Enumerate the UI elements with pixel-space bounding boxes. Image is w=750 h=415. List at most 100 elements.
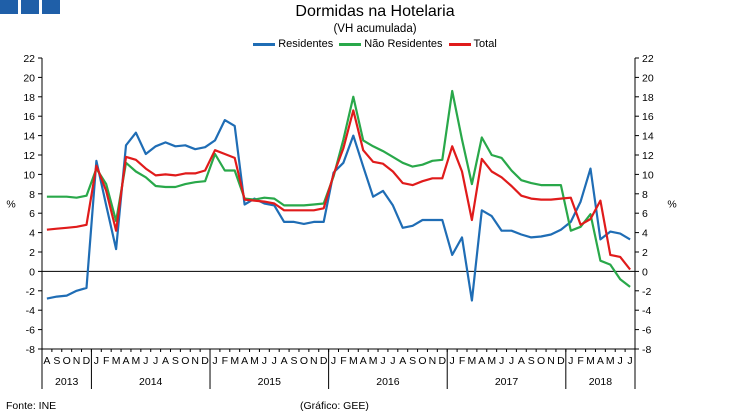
x-month-label: M: [112, 355, 121, 367]
x-month-label: F: [222, 355, 228, 367]
x-month-label: N: [310, 355, 318, 367]
x-month-label: N: [73, 355, 81, 367]
x-month-label: F: [340, 355, 346, 367]
x-year-label: 2016: [376, 376, 400, 388]
x-month-label: J: [272, 355, 277, 367]
x-month-label: S: [53, 355, 60, 367]
x-month-label: D: [83, 355, 91, 367]
y-tick-label-right: 18: [642, 92, 654, 104]
x-month-label: J: [618, 355, 623, 367]
x-year-label: 2018: [589, 376, 613, 388]
y-tick-label-left: 10: [23, 169, 35, 181]
y-tick-label-left: -6: [26, 325, 35, 337]
x-month-label: F: [103, 355, 109, 367]
y-tick-label-left: 22: [23, 53, 35, 65]
x-month-label: J: [499, 355, 504, 367]
x-month-label: S: [172, 355, 179, 367]
x-month-label: S: [409, 355, 416, 367]
y-tick-label-left: -4: [26, 305, 35, 317]
y-axis-label-right: %: [667, 199, 676, 211]
chart-title: Dormidas na Hotelaria: [295, 3, 455, 20]
x-month-label: A: [360, 355, 367, 367]
y-tick-label-right: 6: [642, 208, 648, 220]
y-tick-label-right: -8: [642, 344, 651, 356]
x-month-label: O: [418, 355, 426, 367]
x-month-label: A: [241, 355, 248, 367]
y-tick-label-right: -2: [642, 286, 651, 298]
y-tick-label-right: -6: [642, 325, 651, 337]
x-month-label: J: [509, 355, 514, 367]
x-month-label: M: [349, 355, 358, 367]
x-month-label: D: [557, 355, 565, 367]
y-tick-label-right: -4: [642, 305, 651, 317]
y-tick-label-left: 6: [29, 208, 35, 220]
x-month-label: M: [250, 355, 259, 367]
chart-subtitle: (VH acumulada): [333, 23, 417, 35]
x-month-label: M: [369, 355, 378, 367]
x-month-label: J: [568, 355, 573, 367]
series-line-residentes: [46, 118, 631, 302]
logo-square: [21, 0, 39, 14]
x-month-label: J: [390, 355, 395, 367]
y-tick-label-right: 0: [642, 266, 648, 278]
y-tick-label-left: 12: [23, 150, 35, 162]
x-month-label: N: [191, 355, 199, 367]
y-tick-label-left: 0: [29, 266, 35, 278]
x-month-label: J: [94, 355, 99, 367]
y-tick-label-right: 22: [642, 53, 654, 65]
legend-swatch: [339, 42, 362, 46]
x-month-label: J: [143, 355, 148, 367]
y-tick-label-right: 14: [642, 131, 654, 143]
x-month-label: D: [201, 355, 209, 367]
y-tick-label-left: 18: [23, 92, 35, 104]
x-month-label: M: [586, 355, 595, 367]
legend-label: Não Residentes: [364, 38, 443, 50]
y-tick-label-left: 8: [29, 189, 35, 201]
y-tick-label-left: 4: [29, 228, 35, 240]
y-axis-label-left: %: [6, 199, 15, 211]
x-month-label: M: [487, 355, 496, 367]
chart-legend: Residentes Não Residentes Total: [0, 38, 750, 50]
x-month-label: S: [528, 355, 535, 367]
x-month-label: M: [468, 355, 477, 367]
x-month-label: O: [300, 355, 308, 367]
x-month-label: J: [331, 355, 336, 367]
y-tick-label-left: 20: [23, 72, 35, 84]
legend-swatch: [253, 42, 276, 46]
x-year-label: 2014: [139, 376, 163, 388]
x-year-label: 2017: [495, 376, 519, 388]
x-month-label: J: [153, 355, 158, 367]
x-month-label: A: [43, 355, 50, 367]
x-month-label: N: [547, 355, 555, 367]
x-month-label: N: [429, 355, 437, 367]
logo-square: [42, 0, 60, 14]
legend-item-nao-residentes: Não Residentes: [339, 38, 443, 50]
x-month-label: F: [459, 355, 465, 367]
x-month-label: M: [230, 355, 239, 367]
x-month-label: A: [518, 355, 525, 367]
legend-item-residentes: Residentes: [253, 38, 333, 50]
x-month-label: J: [262, 355, 267, 367]
logo-square: [0, 0, 18, 14]
y-tick-label-left: 2: [29, 247, 35, 259]
series-line-total: [46, 109, 631, 271]
y-tick-label-left: -8: [26, 344, 35, 356]
x-month-label: A: [123, 355, 130, 367]
x-month-label: A: [597, 355, 604, 367]
y-tick-label-right: 12: [642, 150, 654, 162]
legend-item-total: Total: [448, 38, 497, 50]
x-month-label: A: [399, 355, 406, 367]
x-month-label: J: [627, 355, 632, 367]
y-tick-label-left: 16: [23, 111, 35, 123]
source-note: Fonte: INE: [6, 400, 57, 412]
legend-label: Residentes: [278, 38, 334, 50]
x-month-label: M: [132, 355, 141, 367]
x-month-label: O: [537, 355, 545, 367]
legend-label: Total: [473, 38, 497, 50]
y-tick-label-left: -2: [26, 286, 35, 298]
y-tick-label-right: 20: [642, 72, 654, 84]
x-month-label: S: [291, 355, 298, 367]
x-year-label: 2015: [258, 376, 282, 388]
x-month-label: J: [450, 355, 455, 367]
y-tick-label-right: 4: [642, 228, 648, 240]
